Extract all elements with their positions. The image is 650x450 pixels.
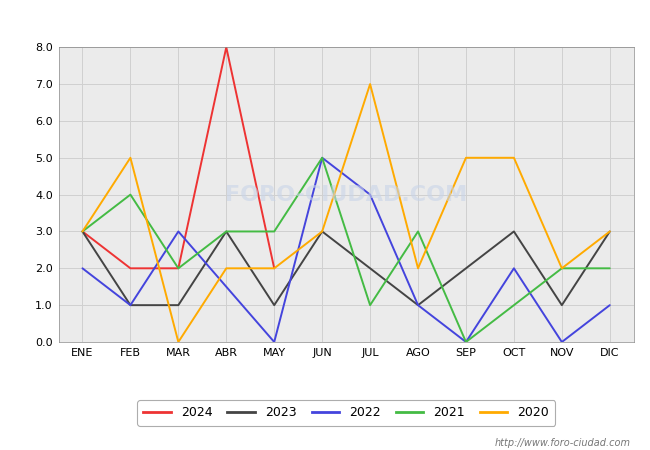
2020 [510, 155, 518, 161]
2022 [558, 339, 566, 345]
2020 [318, 229, 326, 234]
Line: 2020: 2020 [83, 84, 610, 342]
2022 [462, 339, 470, 345]
2020 [462, 155, 470, 161]
2023 [79, 229, 86, 234]
2021 [414, 229, 422, 234]
Text: Matriculaciones de Vehiculos en Aldeanueva de la Vera: Matriculaciones de Vehiculos en Aldeanue… [103, 14, 547, 29]
2021 [222, 229, 230, 234]
Line: 2023: 2023 [83, 231, 610, 305]
2023 [510, 229, 518, 234]
2022 [366, 192, 374, 197]
2024 [222, 45, 230, 50]
2020 [558, 266, 566, 271]
2023 [270, 302, 278, 308]
2022 [606, 302, 614, 308]
2020 [414, 266, 422, 271]
2023 [127, 302, 135, 308]
2023 [414, 302, 422, 308]
2023 [366, 266, 374, 271]
Text: http://www.foro-ciudad.com: http://www.foro-ciudad.com [495, 438, 630, 448]
2021 [558, 266, 566, 271]
2021 [462, 339, 470, 345]
2021 [174, 266, 182, 271]
2023 [174, 302, 182, 308]
2024 [270, 266, 278, 271]
2021 [127, 192, 135, 197]
2020 [222, 266, 230, 271]
2024 [79, 229, 86, 234]
2022 [510, 266, 518, 271]
Line: 2022: 2022 [83, 158, 610, 342]
2023 [222, 229, 230, 234]
Line: 2021: 2021 [83, 158, 610, 342]
2024 [127, 266, 135, 271]
2023 [606, 229, 614, 234]
2022 [127, 302, 135, 308]
2020 [79, 229, 86, 234]
2024 [174, 266, 182, 271]
2021 [366, 302, 374, 308]
Legend: 2024, 2023, 2022, 2021, 2020: 2024, 2023, 2022, 2021, 2020 [137, 400, 555, 426]
2021 [79, 229, 86, 234]
2020 [174, 339, 182, 345]
Line: 2024: 2024 [83, 47, 274, 268]
2020 [127, 155, 135, 161]
2022 [318, 155, 326, 161]
2021 [270, 229, 278, 234]
2021 [606, 266, 614, 271]
2020 [606, 229, 614, 234]
2021 [318, 155, 326, 161]
2021 [510, 302, 518, 308]
2022 [174, 229, 182, 234]
2022 [414, 302, 422, 308]
2023 [318, 229, 326, 234]
2020 [270, 266, 278, 271]
2020 [366, 81, 374, 87]
2023 [558, 302, 566, 308]
Text: FORO-CIUDAD.COM: FORO-CIUDAD.COM [225, 184, 467, 205]
2022 [270, 339, 278, 345]
2022 [79, 266, 86, 271]
